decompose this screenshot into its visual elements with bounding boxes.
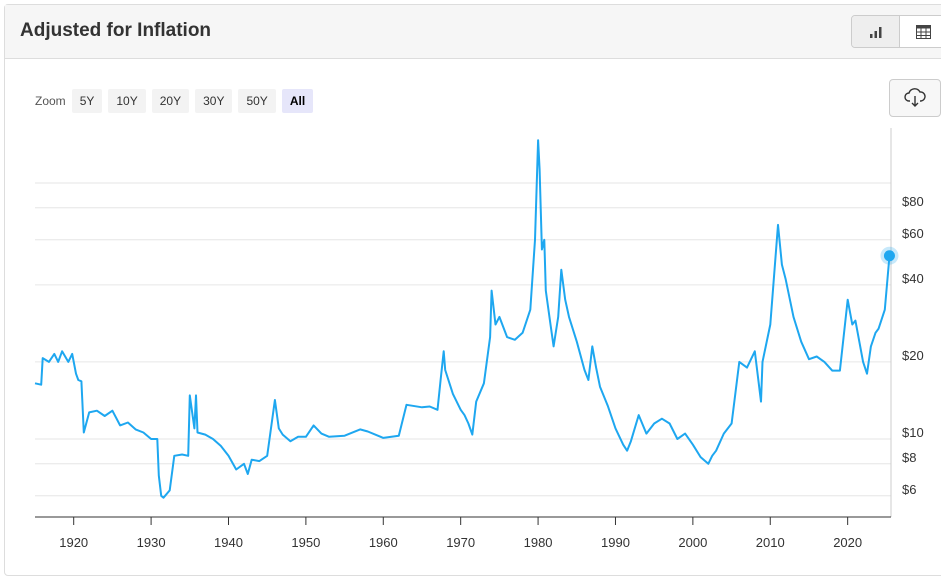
price-chart: $6 $8 $10 $20 $40 $60 $80 1920 1930 1940 1950 1960 1… [34, 128, 924, 550]
zoom-10y-button[interactable]: 10Y [108, 89, 146, 113]
zoom-20y-button[interactable]: 20Y [151, 89, 190, 113]
price-line [34, 139, 891, 499]
x-tick-label: 1950 [291, 535, 320, 550]
x-tick-label: 1940 [214, 535, 243, 550]
zoom-50y-button[interactable]: 50Y [238, 89, 276, 113]
x-tick-label: 1990 [601, 535, 630, 550]
y-tick-label: $80 [902, 194, 924, 209]
y-tick-label: $40 [902, 271, 924, 286]
x-tick-label: 1980 [524, 535, 553, 550]
y-tick-label: $20 [902, 348, 924, 363]
x-tick-label: 2000 [678, 535, 707, 550]
zoom-all-button[interactable]: All [281, 89, 314, 113]
y-tick-label: $10 [902, 425, 924, 440]
x-tick-label: 1920 [59, 535, 88, 550]
y-tick-label: $60 [902, 226, 924, 241]
chart-title: Adjusted for Inflation [20, 20, 212, 41]
zoom-5y-button[interactable]: 5Y [71, 89, 103, 113]
zoom-selector: Zoom 5Y 10Y 20Y 30Y 50Y All [35, 89, 319, 113]
x-tick-label: 2020 [833, 535, 862, 550]
y-tick-label: $8 [902, 450, 916, 465]
last-point-marker [883, 250, 895, 262]
table-icon[interactable] [900, 16, 941, 47]
view-toggle [851, 15, 941, 48]
x-tick-label: 1930 [137, 535, 166, 550]
zoom-30y-button[interactable]: 30Y [195, 89, 233, 113]
bar-chart-icon[interactable] [852, 16, 900, 47]
x-tick-label: 2010 [756, 535, 785, 550]
y-tick-label: $6 [902, 482, 916, 497]
x-tick-label: 1970 [446, 535, 475, 550]
card-header: Adjusted for Inflation [5, 5, 941, 59]
zoom-label: Zoom [35, 94, 66, 108]
x-tick-label: 1960 [369, 535, 398, 550]
cloud-download-icon [904, 88, 926, 107]
